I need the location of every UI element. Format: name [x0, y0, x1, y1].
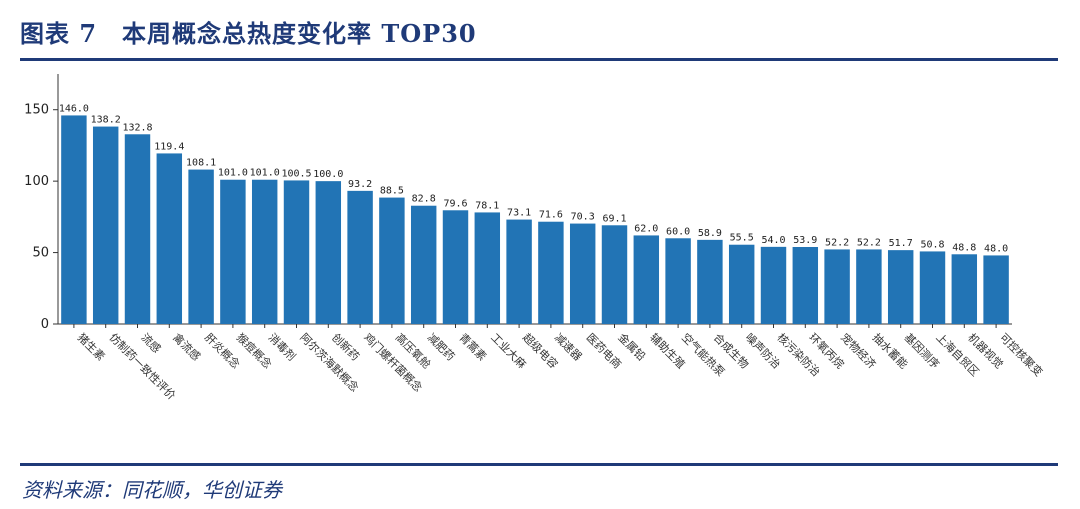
bar: [919, 251, 946, 324]
bar: [283, 180, 310, 324]
bar: [220, 179, 246, 324]
data-label: 50.8: [920, 239, 944, 250]
bar: [633, 235, 660, 324]
bottom-divider: [20, 463, 1058, 466]
data-label: 78.1: [475, 200, 499, 211]
data-label: 53.9: [793, 235, 817, 246]
data-label: 60.0: [666, 226, 690, 237]
data-label: 101.0: [218, 168, 248, 179]
data-label: 146.0: [59, 103, 89, 114]
bar: [538, 221, 564, 324]
bar: [92, 126, 119, 324]
bar: [442, 210, 469, 324]
data-label: 108.1: [186, 158, 216, 169]
bar: [156, 153, 183, 324]
data-label: 79.6: [443, 198, 467, 209]
data-label: 101.0: [250, 168, 280, 179]
data-label: 71.6: [539, 210, 563, 221]
data-label: 93.2: [348, 179, 372, 190]
bar: [506, 219, 532, 324]
bar: [951, 254, 978, 324]
bar: [983, 255, 1009, 324]
bar: [697, 239, 723, 324]
bar: [569, 223, 596, 324]
x-tick-label: 可控核聚变: [997, 330, 1046, 379]
chart-bars: [61, 115, 1009, 324]
data-label: 100.0: [313, 169, 343, 180]
data-label: 73.1: [507, 208, 531, 219]
bar: [887, 250, 914, 324]
x-tick-label: 青蒿素: [456, 331, 489, 364]
y-tick-label: 0: [41, 317, 49, 332]
bar: [792, 247, 819, 324]
y-tick-label: 100: [24, 174, 49, 189]
x-tick-label: 流感: [138, 330, 163, 355]
y-tick-label: 50: [32, 246, 49, 261]
top-divider: [20, 58, 1058, 61]
bar: [824, 249, 850, 324]
bar: [665, 238, 691, 324]
bar: [347, 190, 373, 324]
data-label: 52.2: [825, 237, 849, 248]
data-label: 82.8: [412, 194, 436, 205]
bar: [728, 244, 755, 324]
data-label: 55.5: [730, 233, 754, 244]
data-label: 54.0: [761, 235, 785, 246]
bar: [188, 169, 214, 324]
bar: [379, 197, 405, 324]
bar: [760, 246, 787, 324]
bar: [124, 134, 151, 324]
bar: [251, 179, 278, 324]
data-label: 62.0: [634, 223, 658, 234]
bar: [601, 225, 628, 324]
bar: [410, 205, 437, 324]
data-label: 88.5: [380, 186, 404, 197]
data-label: 48.8: [952, 242, 976, 253]
data-label: 100.5: [281, 168, 311, 179]
data-label: 138.2: [91, 115, 121, 126]
x-tick-label: 猪生素: [75, 330, 108, 363]
data-label: 58.9: [698, 228, 722, 239]
data-label: 119.4: [154, 141, 184, 152]
y-tick-label: 150: [24, 103, 49, 118]
data-label: 69.1: [602, 213, 626, 224]
data-label: 70.3: [571, 212, 595, 223]
bar: [856, 249, 882, 324]
chart-axes: 0 50 100 150: [24, 74, 1012, 332]
bar: [61, 115, 87, 324]
data-label: 48.0: [984, 243, 1008, 254]
data-label: 52.2: [857, 237, 881, 248]
data-label: 132.8: [122, 122, 152, 133]
bar: [474, 212, 501, 324]
x-tick-label: 禽流感: [170, 330, 203, 363]
data-label: 51.7: [889, 238, 913, 249]
chart-title: 图表 7 本周概念总热度变化率 TOP30: [20, 19, 477, 48]
source-note: 资料来源：同花顺，华创证券: [22, 478, 282, 502]
bar: [315, 181, 342, 324]
